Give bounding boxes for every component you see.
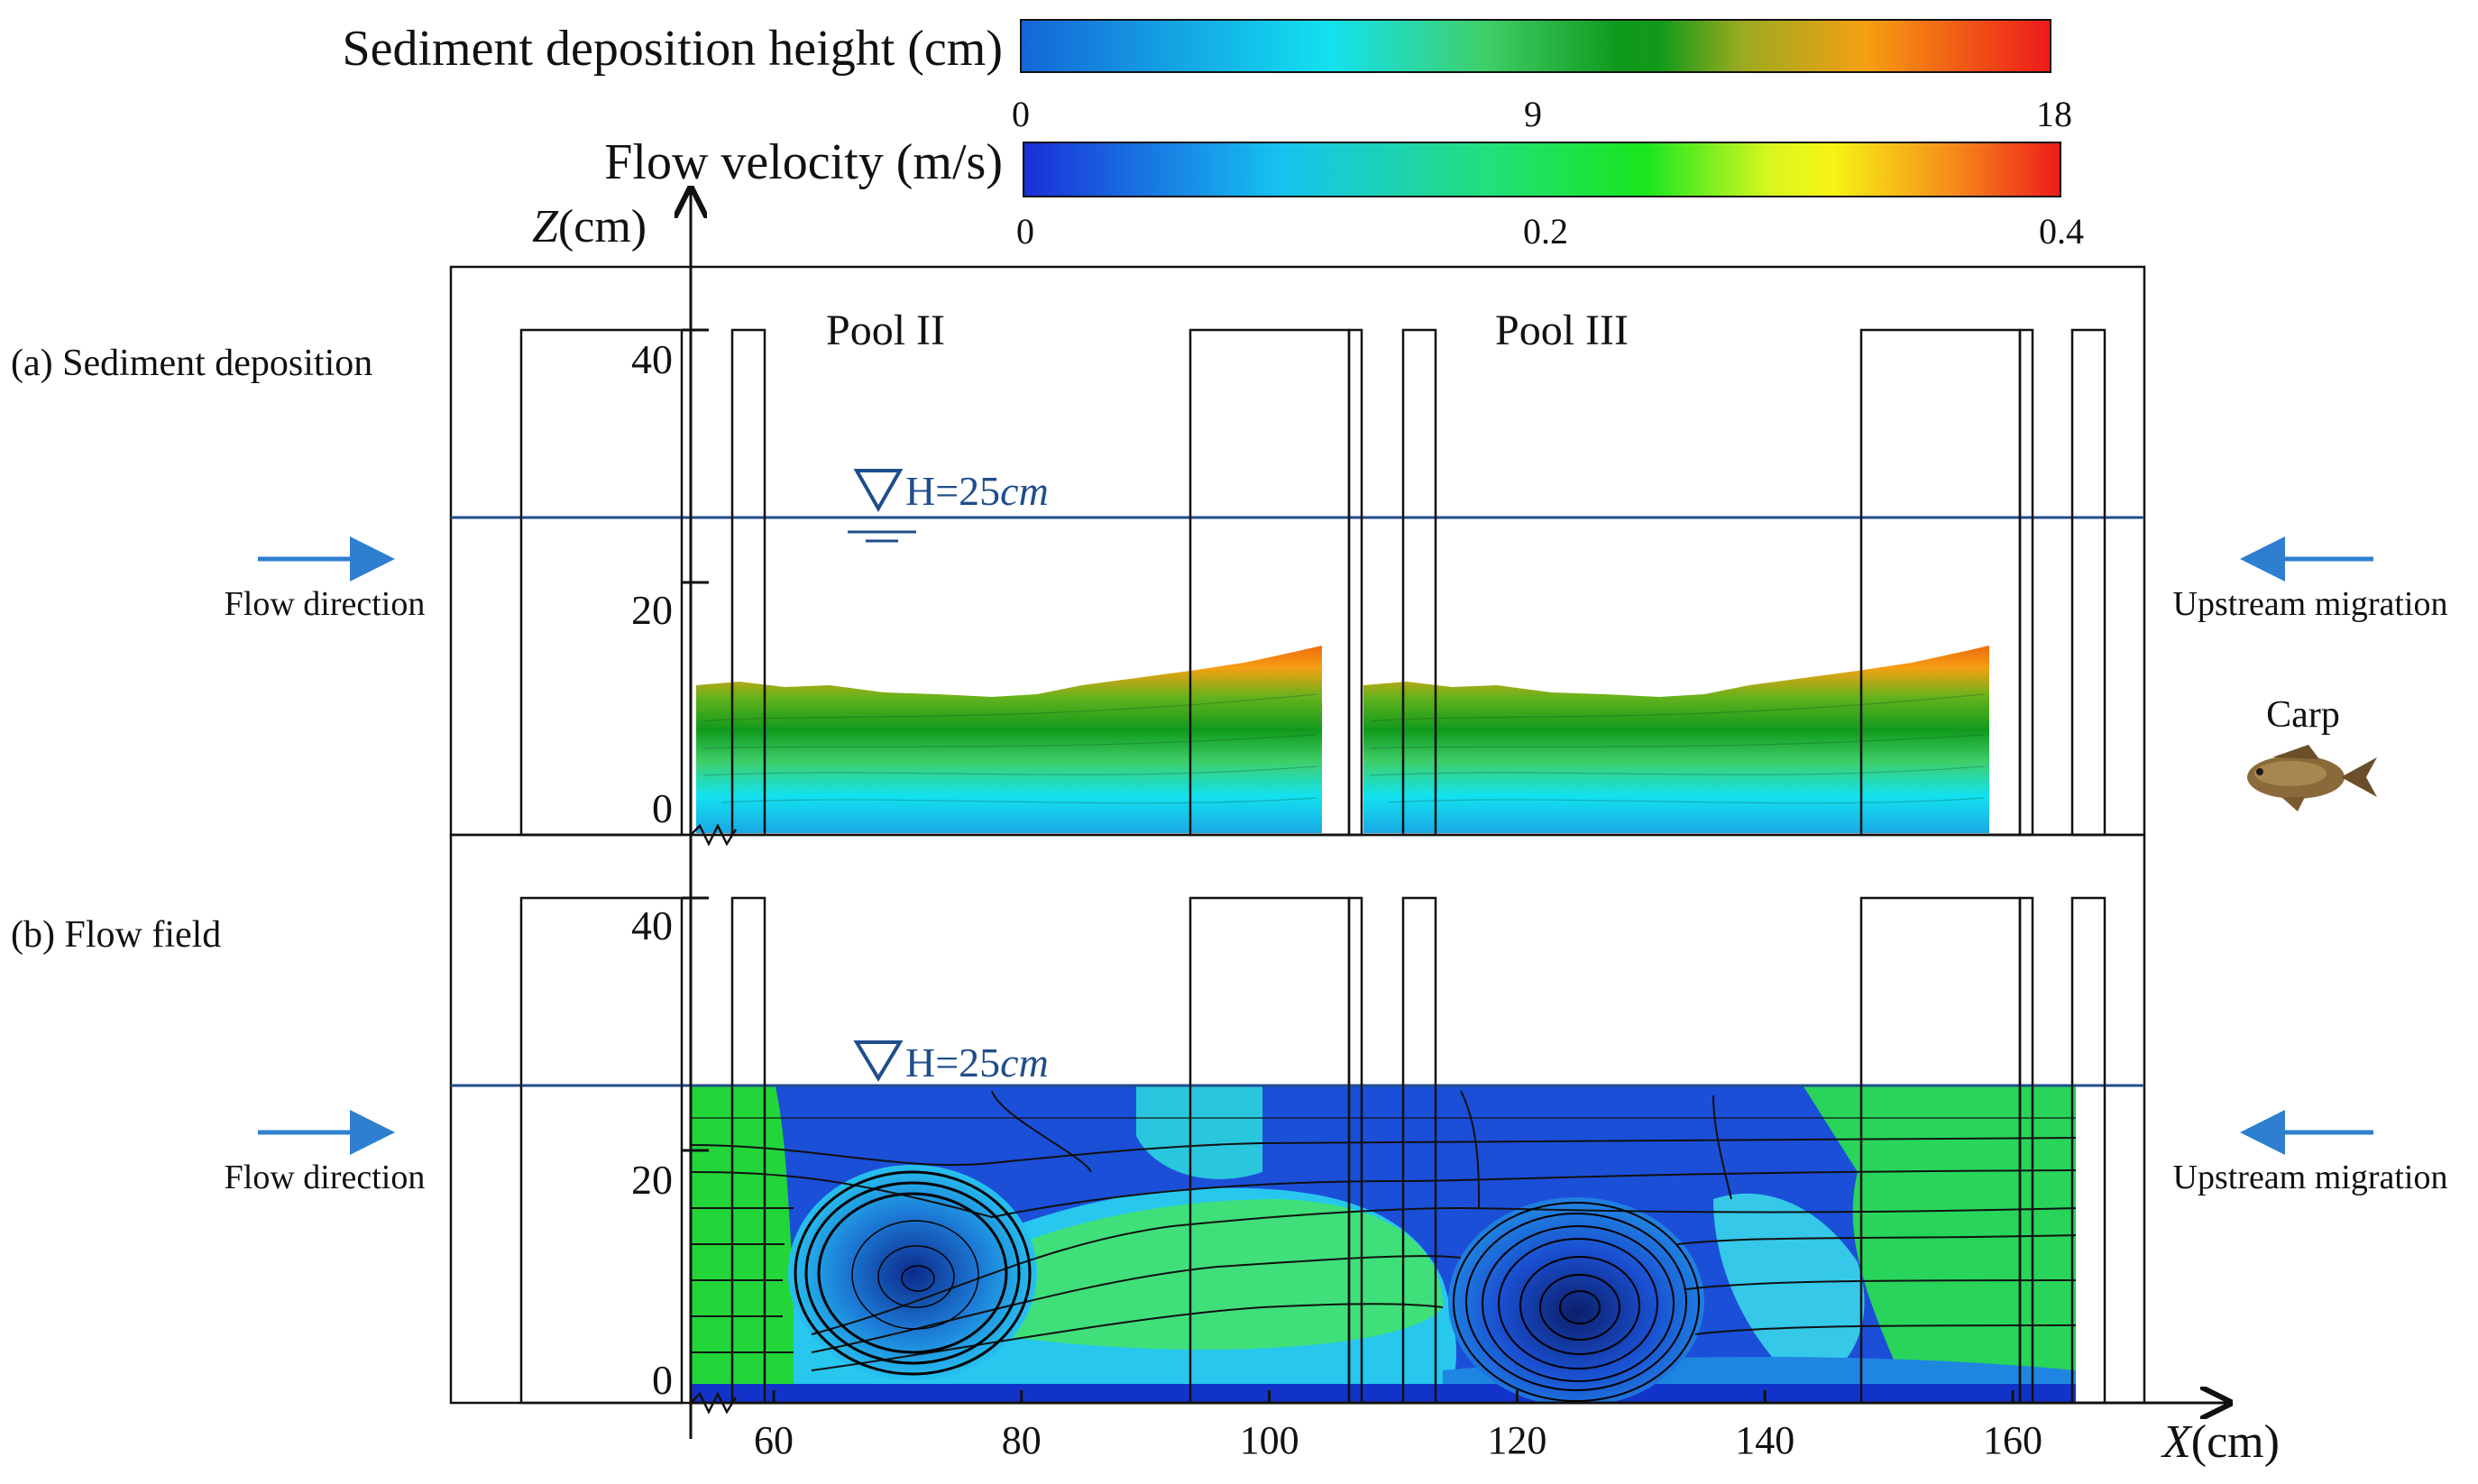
flow-direction-a: Flow direction	[225, 536, 426, 623]
vortex-pool3	[1448, 1197, 1704, 1402]
upstream-migration-a: Upstream migration	[2173, 536, 2448, 623]
flow-cyan-right	[1713, 1193, 1865, 1388]
velocity-tick-0.4: 0.4	[2039, 211, 2084, 252]
x-tick-label-140: 140	[1735, 1418, 1794, 1462]
panel-b-label: (b) Flow field	[11, 914, 221, 956]
flow-direction-b: Flow direction	[225, 1110, 426, 1196]
vortex-rings-pool3	[1453, 1202, 1700, 1402]
velocity-tick-0.2: 0.2	[1523, 211, 1568, 252]
carp-label: Carp	[2266, 694, 2340, 736]
upstream-migration-label-a: Upstream migration	[2173, 585, 2448, 623]
velocity-colorbar: Flow velocity (m/s) 0 0.2 0.4	[604, 134, 2084, 252]
x-tick-label-80: 80	[1002, 1418, 1042, 1462]
panel-a-label: (a) Sediment deposition	[11, 343, 372, 384]
flow-direction-label-b: Flow direction	[225, 1159, 426, 1196]
x-tick-label-100: 100	[1240, 1418, 1299, 1462]
flow-bottom-strip	[691, 1384, 2076, 1402]
vortex-pool2	[788, 1165, 1037, 1381]
water-level-triangle-a	[853, 469, 904, 513]
pool-label-3: Pool III	[1495, 307, 1629, 354]
sediment-tick-18: 18	[2036, 94, 2072, 134]
sediment-colorbar-label: Sediment deposition height (cm)	[342, 21, 1003, 77]
upstream-migration-label-b: Upstream migration	[2173, 1159, 2448, 1196]
z-tick-20-a: 20	[631, 587, 673, 633]
flow-green-right	[1803, 1086, 2076, 1402]
z-axis-title: Z(cm)	[532, 201, 647, 252]
sediment-texture-lines	[702, 693, 1985, 804]
sediment-tick-9: 9	[1524, 94, 1542, 134]
z-tick-0-a: 0	[652, 785, 673, 831]
panel-a-sediment: H=25cm Pool II Pool III (a) Sediment dep…	[11, 307, 2144, 837]
x-tick-label-160: 160	[1983, 1418, 2042, 1462]
water-level-marker-b: H=25cm	[853, 1040, 1049, 1086]
flow-cyan-upper	[1136, 1086, 1262, 1179]
pool-label-2: Pool II	[826, 307, 945, 354]
velocity-colorbar-gradient	[1023, 142, 2061, 197]
z-tick-0-b: 0	[652, 1357, 673, 1403]
sediment-body-pool2	[696, 646, 1322, 833]
velocity-tick-0: 0	[1016, 211, 1034, 252]
flow-direction-label-a: Flow direction	[225, 585, 426, 623]
vortex-rings-pool2	[794, 1170, 1032, 1376]
x-tick-label-120: 120	[1487, 1418, 1546, 1462]
z-tick-40-a: 40	[631, 336, 673, 382]
sediment-colorbar: Sediment deposition height (cm) 0 9 18	[342, 19, 2072, 134]
panel-b-flow: H=25cm (b) Flow field	[11, 896, 2144, 1405]
water-level-label-a: H=25cm	[905, 468, 1049, 514]
x-axis-ticks: 60 80 100 120 140 160	[754, 1390, 2042, 1462]
water-level-triangle-b	[853, 1040, 904, 1082]
x-axis-title: X(cm)	[2161, 1416, 2280, 1468]
z-tick-40-b: 40	[631, 902, 673, 948]
upstream-migration-b: Upstream migration	[2173, 1110, 2448, 1196]
sediment-body-pool3	[1363, 646, 1989, 833]
sediment-colorbar-gradient	[1020, 19, 2051, 73]
x-tick-label-60: 60	[754, 1418, 794, 1462]
carp-icon	[2247, 745, 2377, 811]
water-level-marker-a: H=25cm	[848, 468, 1049, 543]
z-tick-20-b: 20	[631, 1157, 673, 1203]
water-level-label-b: H=25cm	[905, 1040, 1049, 1086]
velocity-colorbar-label: Flow velocity (m/s)	[604, 134, 1003, 190]
sediment-tick-0: 0	[1012, 94, 1030, 134]
